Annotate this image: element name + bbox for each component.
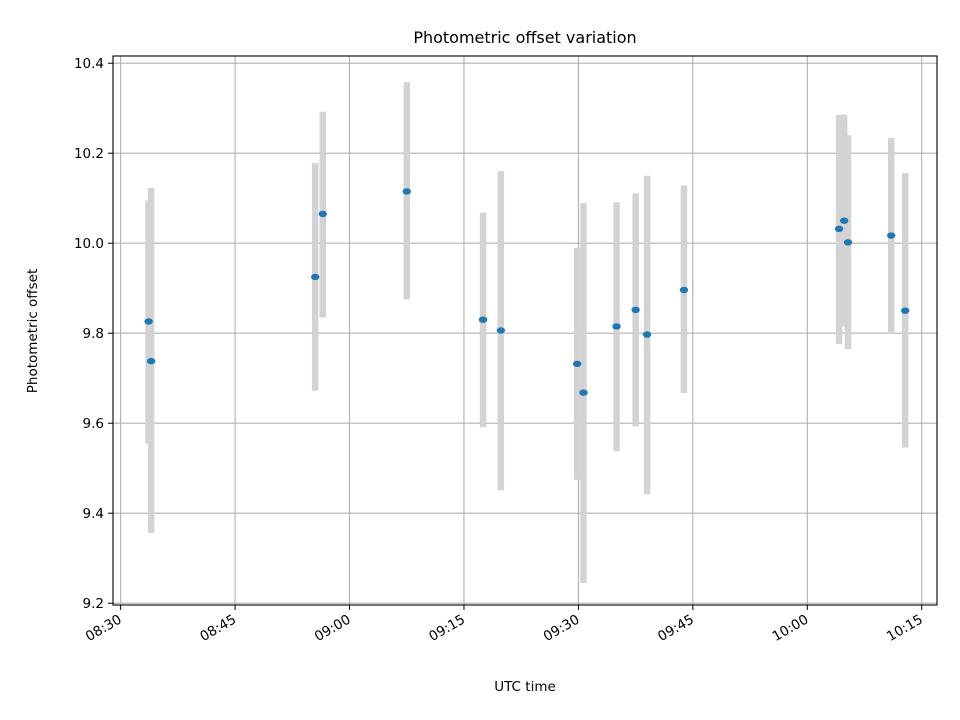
data-points [144,188,910,396]
data-point [572,360,582,367]
data-point [887,232,896,239]
data-point [901,307,910,314]
grid [113,56,937,605]
y-tick-label: 10.0 [74,236,104,252]
data-point [839,217,849,224]
data-point [834,225,844,232]
y-tick-label: 9.6 [83,416,104,432]
y-tick-label: 9.4 [83,506,104,522]
data-point [146,357,156,365]
y-tick-label: 9.2 [83,596,104,612]
chart-title: Photometric offset variation [413,28,636,47]
data-point [318,210,328,218]
data-point [402,188,411,195]
data-point [843,239,853,246]
y-axis-label: Photometric offset [25,269,41,393]
data-point [642,331,652,338]
data-point [679,286,689,294]
data-point [631,306,640,313]
data-point [144,318,153,325]
plot-frame [112,55,938,606]
y-tick-label: 10.2 [74,146,104,162]
x-axis-label: UTC time [494,679,556,695]
data-point [478,316,488,323]
y-tick-label: 9.8 [83,326,104,342]
data-point [579,389,588,396]
y-tick-label: 10.4 [74,56,104,72]
data-point [310,273,320,281]
data-point [612,323,621,330]
data-point [496,327,506,334]
y-axis-ticks: 9.2 9.4 9.6 9.8 10.0 10.2 10.4 [74,56,113,612]
